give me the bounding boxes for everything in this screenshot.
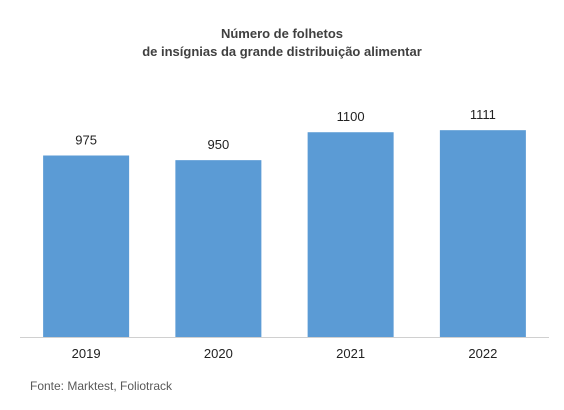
- data-label-2022: 1111: [470, 107, 496, 122]
- chart-title-line-2: de insígnias da grande distribuição alim…: [142, 44, 422, 59]
- bar-2021: [307, 132, 394, 337]
- x-tick-label-2020: 2020: [204, 346, 233, 361]
- x-tick-label-2022: 2022: [468, 346, 497, 361]
- x-tick-label-2019: 2019: [72, 346, 101, 361]
- data-label-2020: 950: [208, 137, 230, 152]
- source-note: Fonte: Marktest, Foliotrack: [30, 379, 173, 393]
- bars-group: [43, 130, 526, 337]
- labels-group: 975 2019 950 2020 1100 2021 1111 2022: [72, 107, 498, 361]
- bar-2022: [439, 130, 526, 337]
- bar-2019: [43, 155, 130, 337]
- data-label-2021: 1100: [337, 109, 365, 124]
- chart-title-line-1: Número de folhetos: [221, 26, 343, 41]
- bar-2020: [175, 160, 262, 337]
- data-label-2019: 975: [75, 133, 97, 148]
- x-tick-label-2021: 2021: [336, 346, 365, 361]
